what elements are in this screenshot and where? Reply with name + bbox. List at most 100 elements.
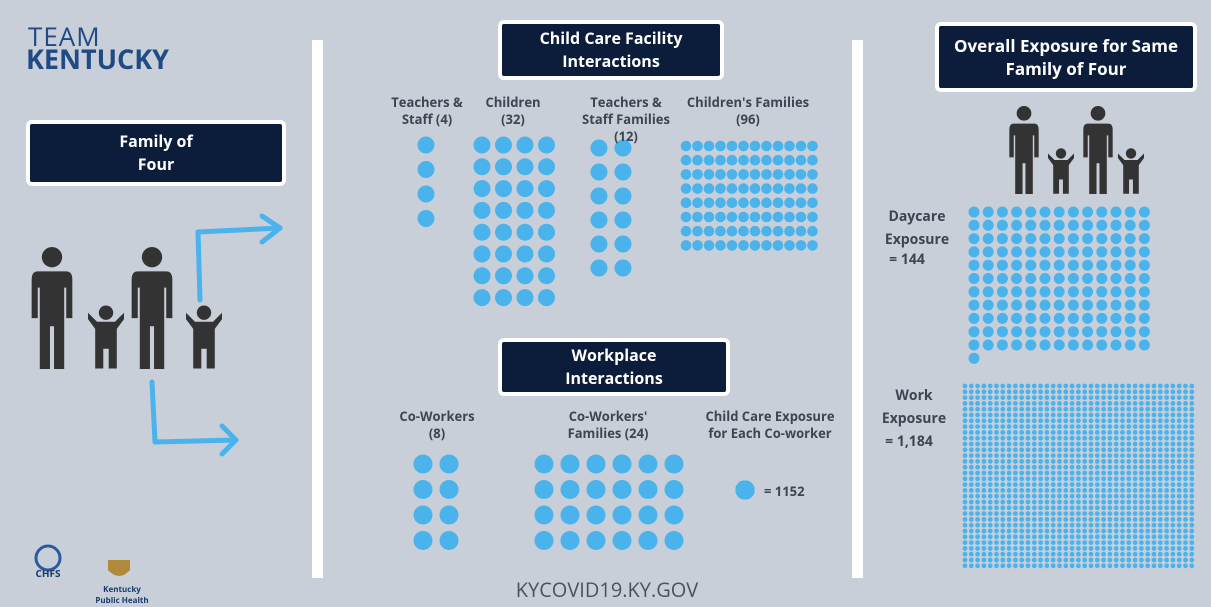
dot [1038,529,1043,534]
dot [1007,563,1012,568]
dot [1108,517,1113,522]
dot [474,180,491,197]
dot [1057,407,1062,412]
dot [969,220,980,231]
dot [1095,494,1100,499]
dot [1152,430,1157,435]
dot [1026,488,1031,493]
dot [969,442,974,447]
dot [1032,529,1037,534]
dot [1076,389,1081,394]
dot [1082,413,1087,418]
dot [784,155,795,166]
dot [1108,465,1113,470]
dot [1126,401,1131,406]
dot [1026,482,1031,487]
dot [1152,540,1157,545]
dot [1158,453,1163,458]
dot [1114,529,1119,534]
dot [1019,552,1024,557]
dot [1007,430,1012,435]
dot [1040,313,1051,324]
dot [1111,273,1122,284]
dot [1045,482,1050,487]
dot [784,226,795,237]
dot [1026,442,1031,447]
dot [1045,563,1050,568]
footer-logo: CHFS [28,566,68,580]
dot-group [681,141,818,251]
dot [1120,407,1125,412]
dot [1145,517,1150,522]
dot [440,506,459,525]
dot [994,534,999,539]
dot [1126,494,1131,499]
dot [1057,436,1062,441]
dot [1000,488,1005,493]
dot [1057,430,1062,435]
dot [982,430,987,435]
dot [1045,407,1050,412]
dot [1000,447,1005,452]
dot [761,198,772,209]
dot [1089,413,1094,418]
dot [1111,286,1122,297]
dot [982,442,987,447]
dot [1152,563,1157,568]
dot [1101,517,1106,522]
dot [1189,563,1194,568]
dot [1152,465,1157,470]
dot [1189,401,1194,406]
dot [1076,494,1081,499]
dot [1095,447,1100,452]
dot [474,224,491,241]
dot [1019,384,1024,389]
dot [1126,482,1131,487]
dot [440,480,459,499]
dot [1145,395,1150,400]
dot [1051,563,1056,568]
dot [517,246,534,263]
dot [1095,552,1100,557]
dot [1101,540,1106,545]
dot [1125,340,1136,351]
dot [1089,436,1094,441]
dot [994,494,999,499]
dot [994,442,999,447]
dot [1133,401,1138,406]
dot [1108,436,1113,441]
dot [1120,476,1125,481]
dot [750,155,761,166]
dot [1145,430,1150,435]
dot [1171,442,1176,447]
dot [1082,447,1087,452]
dot [1089,482,1094,487]
dot [1070,529,1075,534]
dot [1158,500,1163,505]
dot [975,418,980,423]
dot [1089,534,1094,539]
dot [784,240,795,251]
dot [1070,384,1075,389]
dot-group [969,207,1150,364]
dot [988,430,993,435]
dot [538,224,555,241]
dot [1152,482,1157,487]
dot [587,531,606,550]
dot [1095,534,1100,539]
dot [988,505,993,510]
dot [1096,220,1107,231]
dot [1054,220,1065,231]
dot [1158,424,1163,429]
dot [1189,523,1194,528]
dot [1068,233,1079,244]
dot [704,212,715,223]
dot [1076,500,1081,505]
dot [1026,424,1031,429]
dot [1164,540,1169,545]
dot [1120,395,1125,400]
dot [969,313,980,324]
dot [1026,523,1031,528]
dot [1032,471,1037,476]
dot [1013,447,1018,452]
